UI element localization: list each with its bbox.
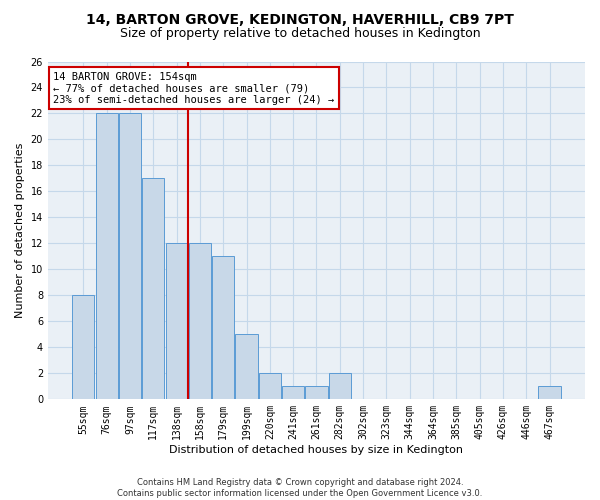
Bar [73, 296, 94, 400]
Bar [259, 374, 281, 400]
Bar [189, 244, 211, 400]
Bar [329, 374, 351, 400]
Text: 14 BARTON GROVE: 154sqm
← 77% of detached houses are smaller (79)
23% of semi-de: 14 BARTON GROVE: 154sqm ← 77% of detache… [53, 72, 335, 105]
Bar [212, 256, 235, 400]
Bar [305, 386, 328, 400]
Bar [95, 114, 118, 400]
Bar [142, 178, 164, 400]
Bar [119, 114, 141, 400]
Text: Size of property relative to detached houses in Kedington: Size of property relative to detached ho… [119, 28, 481, 40]
Bar [538, 386, 560, 400]
Bar [282, 386, 304, 400]
Bar [235, 334, 257, 400]
Text: Contains HM Land Registry data © Crown copyright and database right 2024.
Contai: Contains HM Land Registry data © Crown c… [118, 478, 482, 498]
Bar [166, 244, 188, 400]
Y-axis label: Number of detached properties: Number of detached properties [15, 142, 25, 318]
Text: 14, BARTON GROVE, KEDINGTON, HAVERHILL, CB9 7PT: 14, BARTON GROVE, KEDINGTON, HAVERHILL, … [86, 12, 514, 26]
X-axis label: Distribution of detached houses by size in Kedington: Distribution of detached houses by size … [169, 445, 463, 455]
